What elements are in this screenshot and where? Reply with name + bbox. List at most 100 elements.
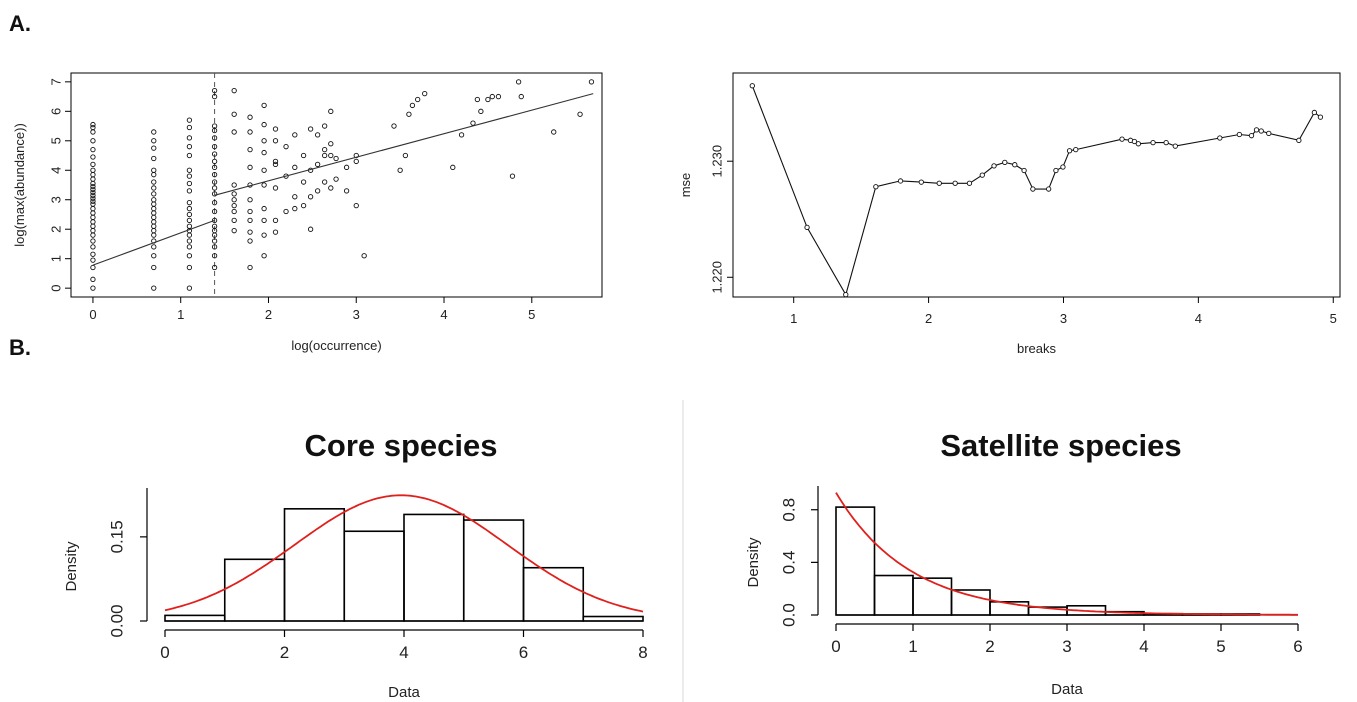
x-tick-label: 6 — [519, 643, 528, 662]
plot-frame — [70, 72, 603, 298]
data-point — [90, 244, 96, 250]
satellite-species-histogram: Satellite species 0 1 2 3 4 5 6 Data 0.0 0.4 0.8 Den… — [745, 428, 1303, 698]
data-point — [261, 102, 267, 109]
data-point — [151, 205, 157, 212]
mse-point — [843, 292, 849, 298]
y-tick-label: 0.00 — [107, 604, 126, 637]
data-point — [261, 205, 267, 212]
data-point — [90, 167, 96, 173]
data-point — [292, 132, 298, 138]
x-tick-label: 2 — [280, 643, 289, 662]
data-point — [90, 183, 96, 190]
y-tick-label: 2 — [48, 226, 63, 233]
data-point — [406, 111, 412, 117]
data-point — [211, 135, 218, 141]
data-point — [151, 191, 157, 197]
data-point — [314, 188, 321, 194]
data-point — [247, 146, 253, 153]
data-point — [186, 173, 193, 179]
data-point — [261, 182, 267, 188]
histogram-bar — [522, 566, 585, 622]
mse-point — [749, 83, 755, 89]
x-tick-label: 2 — [925, 311, 932, 326]
y-tick-label: 1.220 — [709, 261, 724, 294]
mse-line — [751, 85, 1321, 297]
data-point — [322, 123, 328, 129]
data-point — [261, 167, 267, 173]
mse-point — [1119, 136, 1125, 142]
y-tick-label: 1.230 — [709, 145, 724, 178]
data-point — [186, 217, 193, 224]
mse-point — [936, 180, 942, 186]
data-point — [261, 253, 267, 259]
data-point — [90, 192, 96, 198]
mse-point — [873, 184, 879, 190]
data-point — [391, 123, 397, 129]
data-point — [151, 285, 157, 291]
mse-point — [1066, 148, 1073, 154]
fit-line-left — [92, 219, 215, 266]
data-point — [328, 141, 334, 147]
data-point — [551, 129, 557, 135]
data-point — [292, 164, 298, 170]
data-point — [90, 223, 96, 229]
data-point — [211, 208, 218, 215]
histogram-bar — [873, 574, 914, 616]
data-point — [90, 219, 96, 225]
x-tick-label: 3 — [1060, 311, 1067, 326]
y-tick-label: 6 — [48, 108, 63, 115]
data-point — [90, 180, 96, 187]
data-point — [283, 144, 289, 150]
data-point — [211, 191, 218, 197]
data-point — [90, 121, 96, 128]
data-point — [186, 244, 193, 250]
data-point — [90, 276, 96, 282]
x-tick-label: 1 — [177, 307, 184, 322]
data-point — [151, 197, 157, 203]
data-point — [151, 167, 157, 173]
data-point — [518, 93, 524, 100]
data-point — [272, 217, 279, 224]
data-point — [186, 223, 193, 229]
mse-point — [1296, 137, 1302, 143]
data-point — [231, 182, 237, 188]
mse-point — [897, 178, 904, 184]
mse-point — [1317, 114, 1324, 120]
mse-point — [804, 224, 810, 231]
data-point — [151, 185, 157, 191]
y-axis-title: log(max(abundance)) — [12, 123, 27, 247]
data-point — [151, 179, 157, 185]
x-tick-label: 4 — [399, 643, 408, 662]
data-point — [261, 149, 267, 156]
y-tick-label: 1 — [48, 255, 63, 262]
data-point — [211, 93, 218, 100]
mse-point — [1073, 146, 1079, 153]
panel-label-a: A. — [9, 11, 31, 36]
data-point — [272, 229, 279, 235]
data-point — [261, 232, 267, 238]
data-point — [211, 253, 218, 259]
x-tick-label: 0 — [160, 643, 169, 662]
data-point — [261, 217, 267, 224]
data-point — [90, 138, 96, 144]
data-point — [211, 158, 218, 165]
x-tick-label: 6 — [1293, 637, 1302, 656]
mse-point — [1236, 131, 1243, 138]
mse-point — [979, 172, 985, 178]
data-point — [314, 132, 321, 138]
data-point — [90, 186, 96, 193]
mse-point — [1060, 164, 1066, 170]
data-point — [211, 123, 218, 129]
data-point — [90, 264, 96, 271]
data-point — [151, 232, 157, 238]
histogram-bar — [164, 614, 226, 622]
data-point — [272, 185, 279, 191]
data-point — [247, 229, 253, 235]
data-point — [415, 96, 421, 103]
data-point — [307, 194, 314, 200]
data-point — [231, 111, 237, 117]
mse-point — [1266, 130, 1272, 137]
x-tick-label: 8 — [638, 643, 647, 662]
mse-point — [1002, 159, 1008, 166]
data-point — [90, 189, 96, 196]
